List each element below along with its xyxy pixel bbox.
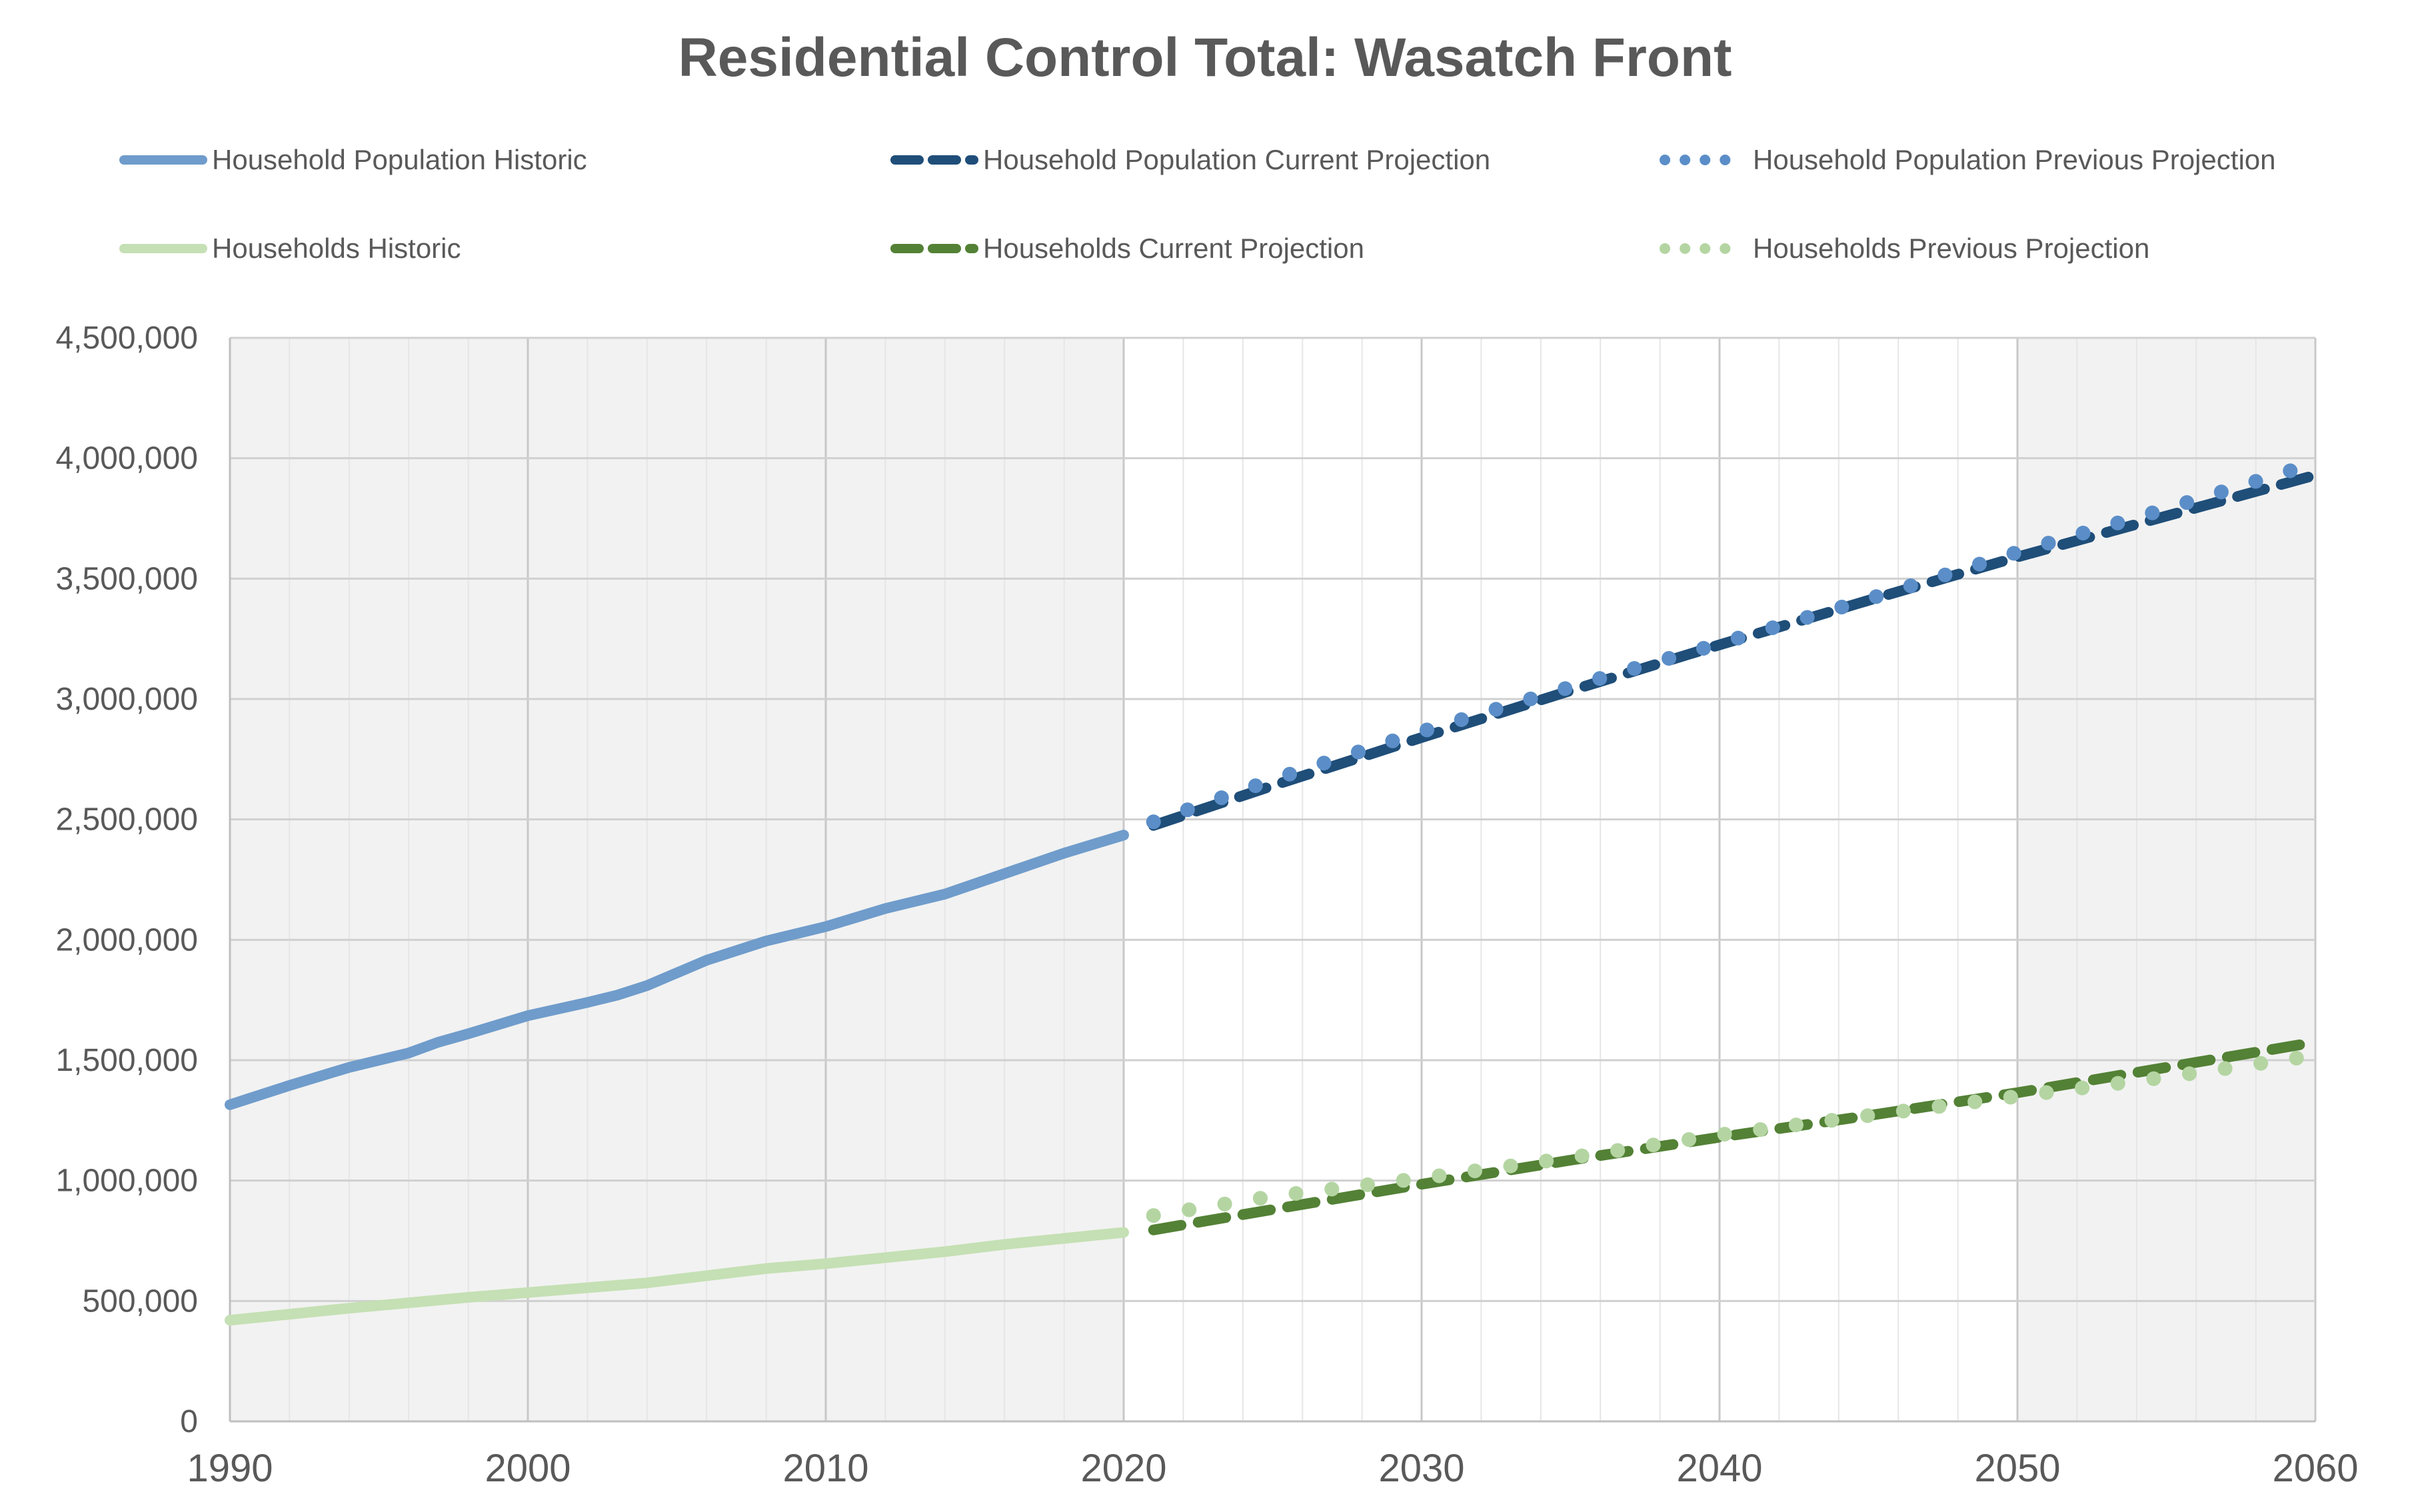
legend-swatch (119, 244, 207, 253)
legend-swatch (890, 155, 978, 165)
legend-swatch (119, 155, 207, 165)
legend-label: Household Population Historic (212, 144, 587, 175)
x-tick-label: 2030 (1378, 1447, 1464, 1490)
y-tick-label: 4,500,000 (55, 321, 198, 356)
series-line-2 (1146, 455, 2323, 830)
legend-label: Households Current Projection (983, 233, 1364, 264)
x-tick-label: 2020 (1080, 1447, 1166, 1490)
y-tick-label: 3,000,000 (55, 682, 198, 717)
series-line-5 (1146, 1048, 2323, 1223)
legend-label: Household Population Current Projection (983, 144, 1491, 175)
x-tick-label: 2000 (485, 1447, 571, 1490)
legend-item: Households Previous Projection (1660, 229, 2149, 269)
legend-item: Households Current Projection (890, 229, 1364, 269)
legend: Household Population Historic Household P… (0, 0, 2410, 280)
shaded-region-1 (2017, 338, 2315, 1421)
x-tick-label: 2010 (782, 1447, 868, 1490)
y-tick-label: 1,000,000 (55, 1163, 198, 1199)
legend-item: Household Population Previous Projection (1660, 140, 2276, 180)
legend-swatch (1660, 155, 1749, 165)
legend-label: Households Previous Projection (1753, 233, 2150, 264)
legend-swatch (1660, 243, 1749, 254)
legend-item: Households Historic (119, 229, 461, 269)
legend-label: Household Population Previous Projection (1753, 144, 2276, 175)
y-tick-label: 0 (180, 1404, 198, 1439)
legend-label: Households Historic (212, 233, 461, 264)
series-line-0 (225, 830, 1129, 1110)
legend-item: Household Population Historic (119, 140, 587, 180)
y-tick-label: 500,000 (82, 1283, 198, 1319)
series-line-3 (225, 1227, 1129, 1326)
x-tick-label: 2060 (2272, 1447, 2358, 1490)
y-tick-label: 1,500,000 (55, 1043, 198, 1078)
x-tick-label: 1990 (187, 1447, 273, 1490)
legend-item: Household Population Current Projection (890, 140, 1490, 180)
legend-swatch (890, 244, 978, 253)
chart-title: Residential Control Total: Wasatch Front (678, 27, 1732, 88)
y-tick-label: 2,000,000 (55, 922, 198, 958)
y-tick-label: 4,000,000 (55, 441, 198, 476)
y-tick-label: 2,500,000 (55, 802, 198, 838)
y-tick-label: 3,500,000 (55, 561, 198, 596)
x-tick-label: 2040 (1676, 1447, 1762, 1490)
x-tick-label: 2050 (1974, 1447, 2060, 1490)
